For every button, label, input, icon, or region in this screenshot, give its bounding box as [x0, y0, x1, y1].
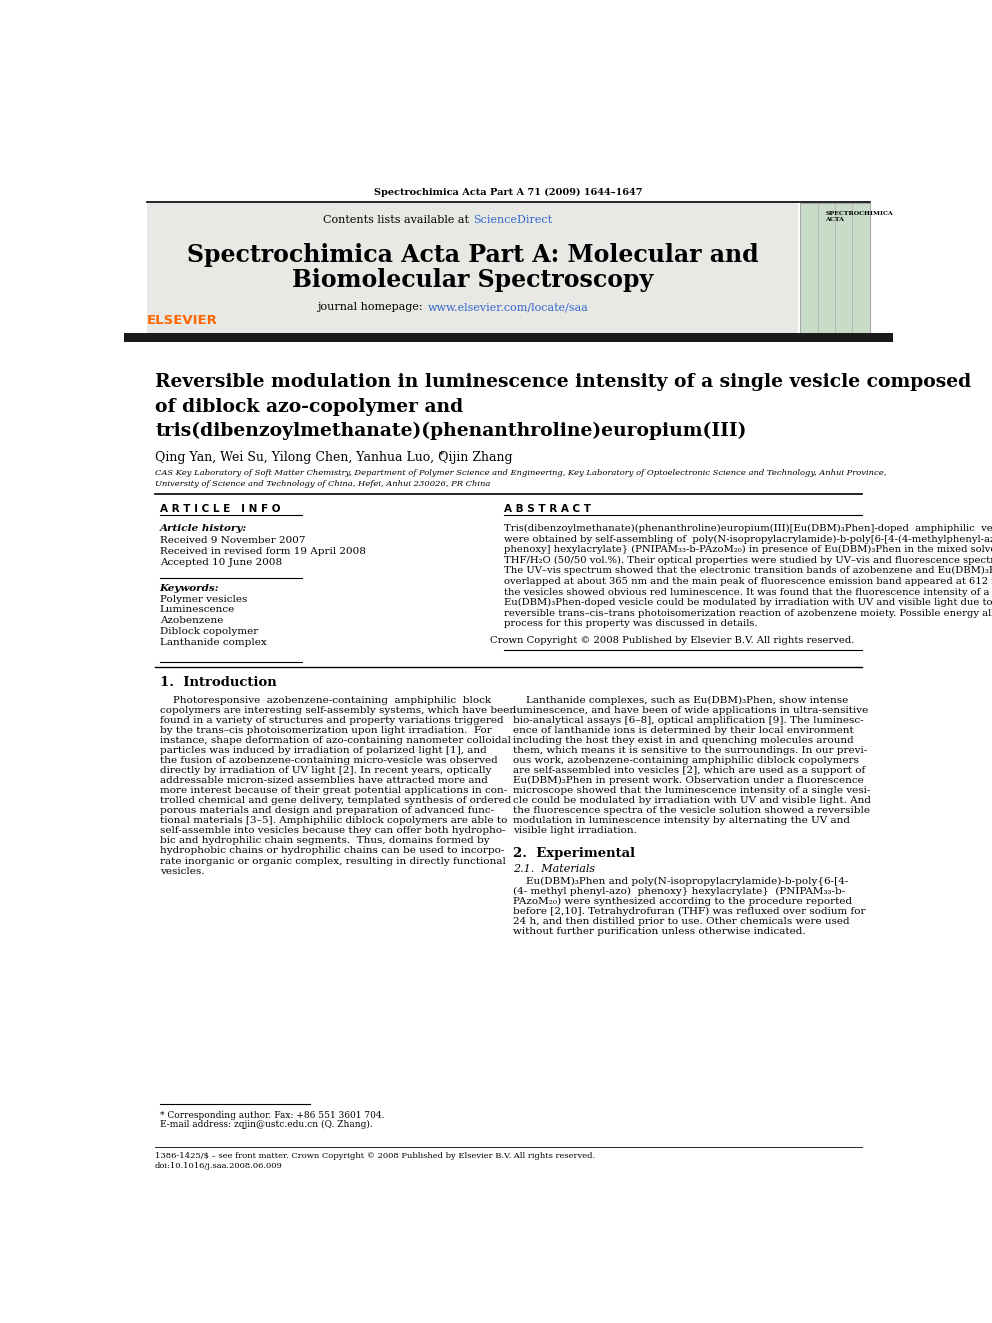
- Text: 2.1.  Materials: 2.1. Materials: [513, 864, 595, 873]
- Text: Spectrochimica Acta Part A 71 (2009) 1644–1647: Spectrochimica Acta Part A 71 (2009) 164…: [374, 188, 643, 197]
- Text: bic and hydrophilic chain segments.  Thus, domains formed by: bic and hydrophilic chain segments. Thus…: [160, 836, 489, 845]
- Text: were obtained by self-assembling of  poly(N-isopropylacrylamide)-b-poly[6-[4-(4-: were obtained by self-assembling of poly…: [504, 534, 992, 544]
- Text: THF/H₂O (50/50 vol.%). Their optical properties were studied by UV–vis and fluor: THF/H₂O (50/50 vol.%). Their optical pro…: [504, 556, 992, 565]
- Text: E-mail address: zqjin@ustc.edu.cn (Q. Zhang).: E-mail address: zqjin@ustc.edu.cn (Q. Zh…: [160, 1119, 372, 1129]
- Text: Keywords:: Keywords:: [160, 583, 219, 593]
- Text: trolled chemical and gene delivery, templated synthesis of ordered: trolled chemical and gene delivery, temp…: [160, 796, 511, 806]
- Text: more interest because of their great potential applications in con-: more interest because of their great pot…: [160, 786, 507, 795]
- Text: instance, shape deformation of azo-containing nanometer colloidal: instance, shape deformation of azo-conta…: [160, 737, 511, 745]
- Text: found in a variety of structures and property variations triggered: found in a variety of structures and pro…: [160, 716, 503, 725]
- Text: particles was induced by irradiation of polarized light [1], and: particles was induced by irradiation of …: [160, 746, 486, 755]
- Text: overlapped at about 365 nm and the main peak of fluorescence emission band appea: overlapped at about 365 nm and the main …: [504, 577, 992, 586]
- Text: rate inorganic or organic complex, resulting in directly functional: rate inorganic or organic complex, resul…: [160, 856, 506, 865]
- Text: tional materials [3–5]. Amphiphilic diblock copolymers are able to: tional materials [3–5]. Amphiphilic dibl…: [160, 816, 507, 826]
- Text: Received 9 November 2007: Received 9 November 2007: [160, 536, 306, 545]
- Text: Qing Yan, Wei Su, Yilong Chen, Yanhua Luo, Qijin Zhang: Qing Yan, Wei Su, Yilong Chen, Yanhua Lu…: [155, 451, 513, 464]
- Text: University of Science and Technology of China, Hefei, Anhui 230026, PR China: University of Science and Technology of …: [155, 480, 490, 488]
- Text: before [2,10]. Tetrahydrofuran (THF) was refluxed over sodium for: before [2,10]. Tetrahydrofuran (THF) was…: [513, 906, 866, 916]
- Text: 24 h, and then distilled prior to use. Other chemicals were used: 24 h, and then distilled prior to use. O…: [513, 917, 850, 926]
- Text: A B S T R A C T: A B S T R A C T: [504, 504, 591, 515]
- Text: Contents lists available at: Contents lists available at: [323, 216, 473, 225]
- Bar: [800, 202, 870, 335]
- Text: CAS Key Laboratory of Soft Matter Chemistry, Department of Polymer Science and E: CAS Key Laboratory of Soft Matter Chemis…: [155, 468, 887, 476]
- Text: ScienceDirect: ScienceDirect: [473, 216, 552, 225]
- Text: Polymer vesicles: Polymer vesicles: [160, 595, 247, 603]
- Text: doi:10.1016/j.saa.2008.06.009: doi:10.1016/j.saa.2008.06.009: [155, 1162, 283, 1170]
- Text: PAzoM₂₀) were synthesized according to the procedure reported: PAzoM₂₀) were synthesized according to t…: [513, 897, 852, 906]
- Text: Lanthanide complexes, such as Eu(DBM)₃Phen, show intense: Lanthanide complexes, such as Eu(DBM)₃Ph…: [513, 696, 848, 705]
- Text: Photoresponsive  azobenzene-containing  amphiphilic  block: Photoresponsive azobenzene-containing am…: [160, 696, 491, 705]
- Text: 1386-1425/$ – see front matter. Crown Copyright © 2008 Published by Elsevier B.V: 1386-1425/$ – see front matter. Crown Co…: [155, 1152, 595, 1160]
- Text: vesicles.: vesicles.: [160, 867, 204, 876]
- Text: the fusion of azobenzene-containing micro-vesicle was observed: the fusion of azobenzene-containing micr…: [160, 757, 497, 766]
- Text: A R T I C L E   I N F O: A R T I C L E I N F O: [160, 504, 280, 515]
- Text: Spectrochimica Acta Part A: Molecular and: Spectrochimica Acta Part A: Molecular an…: [186, 243, 759, 267]
- Text: self-assemble into vesicles because they can offer both hydropho-: self-assemble into vesicles because they…: [160, 827, 505, 835]
- Text: microscope showed that the luminescence intensity of a single vesi-: microscope showed that the luminescence …: [513, 786, 870, 795]
- Text: Diblock copolymer: Diblock copolymer: [160, 627, 258, 636]
- Text: directly by irradiation of UV light [2]. In recent years, optically: directly by irradiation of UV light [2].…: [160, 766, 491, 775]
- Text: Biomolecular Spectroscopy: Biomolecular Spectroscopy: [292, 269, 654, 292]
- Text: Reversible modulation in luminescence intensity of a single vesicle composed: Reversible modulation in luminescence in…: [155, 373, 971, 392]
- Text: ELSEVIER: ELSEVIER: [147, 314, 217, 327]
- Text: Azobenzene: Azobenzene: [160, 617, 223, 626]
- Text: are self-assembled into vesicles [2], which are used as a support of: are self-assembled into vesicles [2], wh…: [513, 766, 865, 775]
- Text: *: *: [438, 451, 443, 459]
- Text: Received in revised form 19 April 2008: Received in revised form 19 April 2008: [160, 546, 365, 556]
- Text: reversible trans–cis–trans photoisomerization reaction of azobenzene moiety. Pos: reversible trans–cis–trans photoisomeriz…: [504, 609, 992, 618]
- Text: cle could be modulated by irradiation with UV and visible light. And: cle could be modulated by irradiation wi…: [513, 796, 871, 806]
- Text: bio-analytical assays [6–8], optical amplification [9]. The luminesc-: bio-analytical assays [6–8], optical amp…: [513, 716, 864, 725]
- Text: * Corresponding author. Fax: +86 551 3601 704.: * Corresponding author. Fax: +86 551 360…: [160, 1110, 384, 1119]
- Text: without further purification unless otherwise indicated.: without further purification unless othe…: [513, 926, 806, 935]
- Text: the vesicles showed obvious red luminescence. It was found that the fluorescence: the vesicles showed obvious red luminesc…: [504, 587, 992, 597]
- Text: ous work, azobenzene-containing amphiphilic diblock copolymers: ous work, azobenzene-containing amphiphi…: [513, 757, 859, 766]
- Text: including the host they exist in and quenching molecules around: including the host they exist in and que…: [513, 737, 854, 745]
- Text: visible light irradiation.: visible light irradiation.: [513, 827, 637, 835]
- Text: tris(dibenzoylmethanate)(phenanthroline)europium(III): tris(dibenzoylmethanate)(phenanthroline)…: [155, 422, 746, 441]
- Text: (4- methyl phenyl-azo)  phenoxy} hexylacrylate}  (PNIPAM₃₃-b-: (4- methyl phenyl-azo) phenoxy} hexylacr…: [513, 886, 845, 896]
- Text: addressable micron-sized assemblies have attracted more and: addressable micron-sized assemblies have…: [160, 777, 487, 786]
- Text: copolymers are interesting self-assembly systems, which have been: copolymers are interesting self-assembly…: [160, 706, 516, 716]
- Text: Eu(DBM)₃Phen in present work. Observation under a fluorescence: Eu(DBM)₃Phen in present work. Observatio…: [513, 777, 864, 786]
- Text: 1.  Introduction: 1. Introduction: [160, 676, 277, 689]
- Text: modulation in luminescence intensity by alternating the UV and: modulation in luminescence intensity by …: [513, 816, 850, 826]
- Text: journal homepage:: journal homepage:: [317, 303, 427, 312]
- Text: Lanthanide complex: Lanthanide complex: [160, 638, 267, 647]
- Text: by the trans–cis photoisomerization upon light irradiation.  For: by the trans–cis photoisomerization upon…: [160, 726, 491, 736]
- Text: www.elsevier.com/locate/saa: www.elsevier.com/locate/saa: [428, 303, 588, 312]
- Text: luminescence, and have been of wide applications in ultra-sensitive: luminescence, and have been of wide appl…: [513, 706, 868, 716]
- Text: Article history:: Article history:: [160, 524, 247, 533]
- Text: ence of lanthanide ions is determined by their local environment: ence of lanthanide ions is determined by…: [513, 726, 854, 736]
- Text: Eu(DBM)₃Phen-doped vesicle could be modulated by irradiation with UV and visible: Eu(DBM)₃Phen-doped vesicle could be modu…: [504, 598, 992, 607]
- Text: porous materials and design and preparation of advanced func-: porous materials and design and preparat…: [160, 807, 494, 815]
- Text: Crown Copyright © 2008 Published by Elsevier B.V. All rights reserved.: Crown Copyright © 2008 Published by Else…: [490, 636, 854, 646]
- Text: SPECTROCHIMICA
ACTA: SPECTROCHIMICA ACTA: [825, 210, 893, 222]
- Text: The UV–vis spectrum showed that the electronic transition bands of azobenzene an: The UV–vis spectrum showed that the elec…: [504, 566, 992, 576]
- Bar: [147, 202, 799, 335]
- Text: hydrophobic chains or hydrophilic chains can be used to incorpo-: hydrophobic chains or hydrophilic chains…: [160, 847, 504, 856]
- Text: them, which means it is sensitive to the surroundings. In our previ-: them, which means it is sensitive to the…: [513, 746, 867, 755]
- Text: 2.  Experimental: 2. Experimental: [513, 847, 635, 860]
- Text: process for this property was discussed in details.: process for this property was discussed …: [504, 619, 757, 628]
- Text: phenoxy] hexylacrylate} (PNIPAM₃₃-b-PAzoM₂₀) in presence of Eu(DBM)₃Phen in the : phenoxy] hexylacrylate} (PNIPAM₃₃-b-PAzo…: [504, 545, 992, 554]
- Text: Accepted 10 June 2008: Accepted 10 June 2008: [160, 558, 282, 566]
- Text: the fluorescence spectra of the vesicle solution showed a reversible: the fluorescence spectra of the vesicle …: [513, 807, 870, 815]
- Text: Luminescence: Luminescence: [160, 606, 235, 614]
- Text: of diblock azo-copolymer and: of diblock azo-copolymer and: [155, 398, 463, 415]
- Text: Eu(DBM)₃Phen and poly(N-isopropylacrylamide)-b-poly{6-[4-: Eu(DBM)₃Phen and poly(N-isopropylacrylam…: [513, 876, 848, 885]
- Text: Tris(dibenzoylmethanate)(phenanthroline)europium(III)[Eu(DBM)₃Phen]-doped  amphi: Tris(dibenzoylmethanate)(phenanthroline)…: [504, 524, 992, 533]
- Bar: [124, 333, 893, 343]
